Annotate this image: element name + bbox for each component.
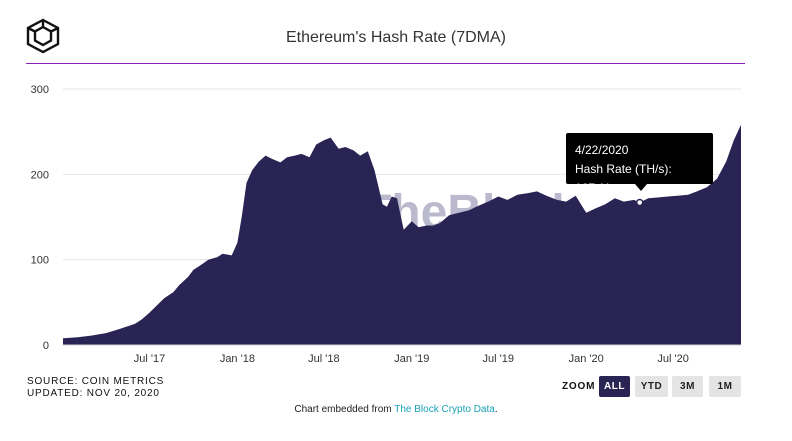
zoom-1m-button[interactable]: 1M (709, 376, 741, 397)
footer-suffix: . (494, 404, 498, 415)
tooltip-pointer (635, 184, 647, 191)
x-tick-label: Jan '18 (220, 353, 255, 365)
footer-link[interactable]: The Block Crypto Data (394, 404, 495, 415)
footer-prefix: Chart embedded from (294, 404, 395, 415)
y-tick-label: 200 (31, 169, 49, 181)
y-tick-label: 100 (31, 255, 49, 267)
y-tick-label: 300 (31, 84, 49, 96)
data-tooltip: 4/22/2020 Hash Rate (TH/s): 167.11 (566, 133, 713, 195)
zoom-all-button[interactable]: ALL (599, 376, 630, 397)
hover-point (635, 198, 644, 207)
source-note: SOURCE: COIN METRICS UPDATED: NOV 20, 20… (27, 376, 164, 400)
x-tick-label: Jan '20 (569, 353, 604, 365)
y-tick-label: 0 (43, 340, 49, 352)
x-tick-label: Jul '17 (134, 353, 165, 365)
hash-rate-area (63, 124, 741, 345)
source-line: SOURCE: COIN METRICS (27, 376, 165, 387)
the-block-logo-icon (26, 18, 60, 54)
title-divider (26, 63, 745, 64)
tooltip-date: 4/22/2020 (575, 143, 629, 157)
x-tick-label: Jan '19 (394, 353, 429, 365)
updated-line: UPDATED: NOV 20, 2020 (27, 388, 160, 399)
x-tick-label: Jul '19 (483, 353, 514, 365)
x-tick-label: Jul '20 (657, 353, 688, 365)
x-tick-label: Jul '18 (308, 353, 339, 365)
zoom-ytd-button[interactable]: YTD (635, 376, 668, 397)
zoom-label: ZOOM (562, 381, 596, 392)
tooltip-value: Hash Rate (TH/s): 167.11 (575, 162, 672, 195)
zoom-3m-button[interactable]: 3M (672, 376, 703, 397)
chart-title: Ethereum's Hash Rate (7DMA) (285, 29, 506, 46)
embed-footer: Chart embedded from The Block Crypto Dat… (0, 404, 792, 415)
